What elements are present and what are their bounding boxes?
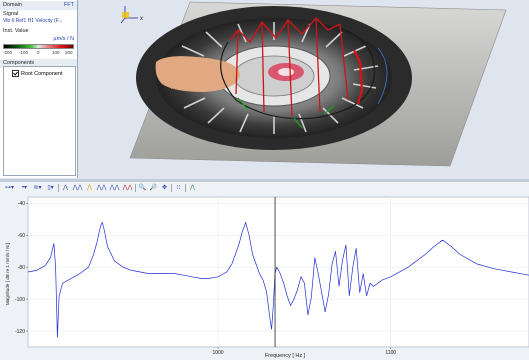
color-scale-bar bbox=[3, 44, 74, 49]
sideband-button[interactable]: ⋀⋀ bbox=[109, 185, 120, 191]
inst-value-label: Inst. Value bbox=[3, 28, 29, 34]
display-mode-button[interactable]: ≋▾ bbox=[33, 185, 42, 191]
wireframe-green-edges bbox=[237, 97, 335, 129]
axis-triad-icon: x bbox=[120, 6, 143, 24]
components-label: Components bbox=[3, 60, 35, 66]
x-tick-label: 1000 bbox=[212, 350, 223, 356]
grid-icon[interactable]: ⁝⁝ bbox=[176, 185, 181, 191]
pane-splitter[interactable] bbox=[0, 179, 529, 182]
wireframe-upper-edge bbox=[229, 16, 341, 44]
domain-value[interactable]: FFT bbox=[63, 2, 74, 8]
double-peak-button[interactable]: ⋀⋀ bbox=[72, 185, 83, 191]
zoom-in-icon[interactable]: 🔍 bbox=[138, 185, 147, 191]
wireframe-lower-ring bbox=[220, 27, 375, 120]
hub-cap bbox=[278, 68, 294, 76]
domain-row[interactable]: Domain FFT bbox=[0, 1, 77, 10]
zoom-out-icon[interactable]: 🔎 bbox=[149, 185, 158, 191]
y-tick-label: -40 bbox=[18, 201, 25, 207]
y-tick-label: -80 bbox=[18, 265, 25, 271]
domain-label: Domain bbox=[3, 2, 22, 8]
wireframe-red-high bbox=[353, 49, 364, 105]
frequency-chart[interactable]: -40 -60 -80 -100 -120 1000 1100 Magnitude [ d… bbox=[0, 194, 529, 360]
layout-button[interactable]: ▯▾ bbox=[47, 185, 54, 191]
series-line bbox=[27, 221, 529, 338]
y-tick-label: -60 bbox=[18, 233, 25, 239]
toolbar-separator bbox=[58, 184, 59, 192]
x-axis-ticks: 1000 1100 bbox=[212, 347, 396, 356]
pan-icon[interactable]: ✥ bbox=[161, 185, 168, 191]
wireframe-red-spokes bbox=[235, 17, 349, 117]
color-tick: -100 bbox=[19, 50, 29, 55]
y-axis-ticks: -40 -60 -80 -100 -120 bbox=[15, 201, 28, 335]
harmonic-button[interactable]: ⋀⋀ bbox=[96, 185, 107, 191]
model-view-area: Domain FFT Signal Vib 6:Ref1 H1 Velocity… bbox=[0, 0, 529, 180]
y-tick-label: -100 bbox=[15, 297, 25, 303]
plot-area bbox=[27, 196, 529, 348]
y-tick-label: -120 bbox=[15, 329, 25, 335]
properties-panel: Domain FFT Signal Vib 6:Ref1 H1 Velocity… bbox=[0, 0, 78, 178]
axis-x-label: x bbox=[140, 16, 143, 22]
3d-model-scene[interactable]: x bbox=[78, 0, 529, 178]
hand-photo bbox=[155, 56, 240, 92]
x-tick-label: 1100 bbox=[385, 350, 396, 356]
components-tree: Root Component bbox=[3, 66, 76, 176]
cursor-mode-button[interactable]: ⊶▾ bbox=[4, 185, 14, 191]
order-button[interactable]: ⋀⋀ bbox=[122, 185, 133, 191]
signal-label: Signal bbox=[3, 11, 19, 17]
chart-grid bbox=[28, 197, 529, 347]
cable-line bbox=[377, 47, 388, 105]
color-tick: 100 bbox=[52, 50, 60, 55]
toolbar-separator bbox=[135, 184, 136, 192]
signal-value[interactable]: Vib 6:Ref1 H1 Velocity (F... bbox=[3, 18, 63, 24]
peak-button[interactable]: ⋀ bbox=[63, 185, 68, 191]
color-tick: 200 bbox=[65, 50, 73, 55]
trace-icon[interactable]: ⋀ bbox=[190, 185, 195, 191]
peak-yellow-button[interactable]: ⋀ bbox=[87, 185, 92, 191]
root-component-label: Root Component bbox=[21, 70, 63, 77]
marker-button[interactable]: •▾ bbox=[21, 185, 28, 191]
root-component-item[interactable]: Root Component bbox=[12, 70, 63, 77]
root-component-checkbox[interactable] bbox=[12, 70, 19, 77]
components-header: Components bbox=[0, 59, 77, 68]
color-scale-ticks: -200 -100 0 100 200 bbox=[3, 50, 74, 56]
color-tick: -200 bbox=[3, 50, 13, 55]
inst-value-unit: µm/s / N bbox=[53, 36, 74, 42]
y-axis-label: Magnitude [ dB re 1 mm/s / N ] bbox=[5, 243, 10, 305]
color-tick: 0 bbox=[37, 50, 40, 55]
x-axis-label: Frequency [ Hz ] bbox=[265, 353, 306, 359]
toolbar-separator bbox=[185, 184, 186, 192]
toolbar-separator bbox=[171, 184, 172, 192]
